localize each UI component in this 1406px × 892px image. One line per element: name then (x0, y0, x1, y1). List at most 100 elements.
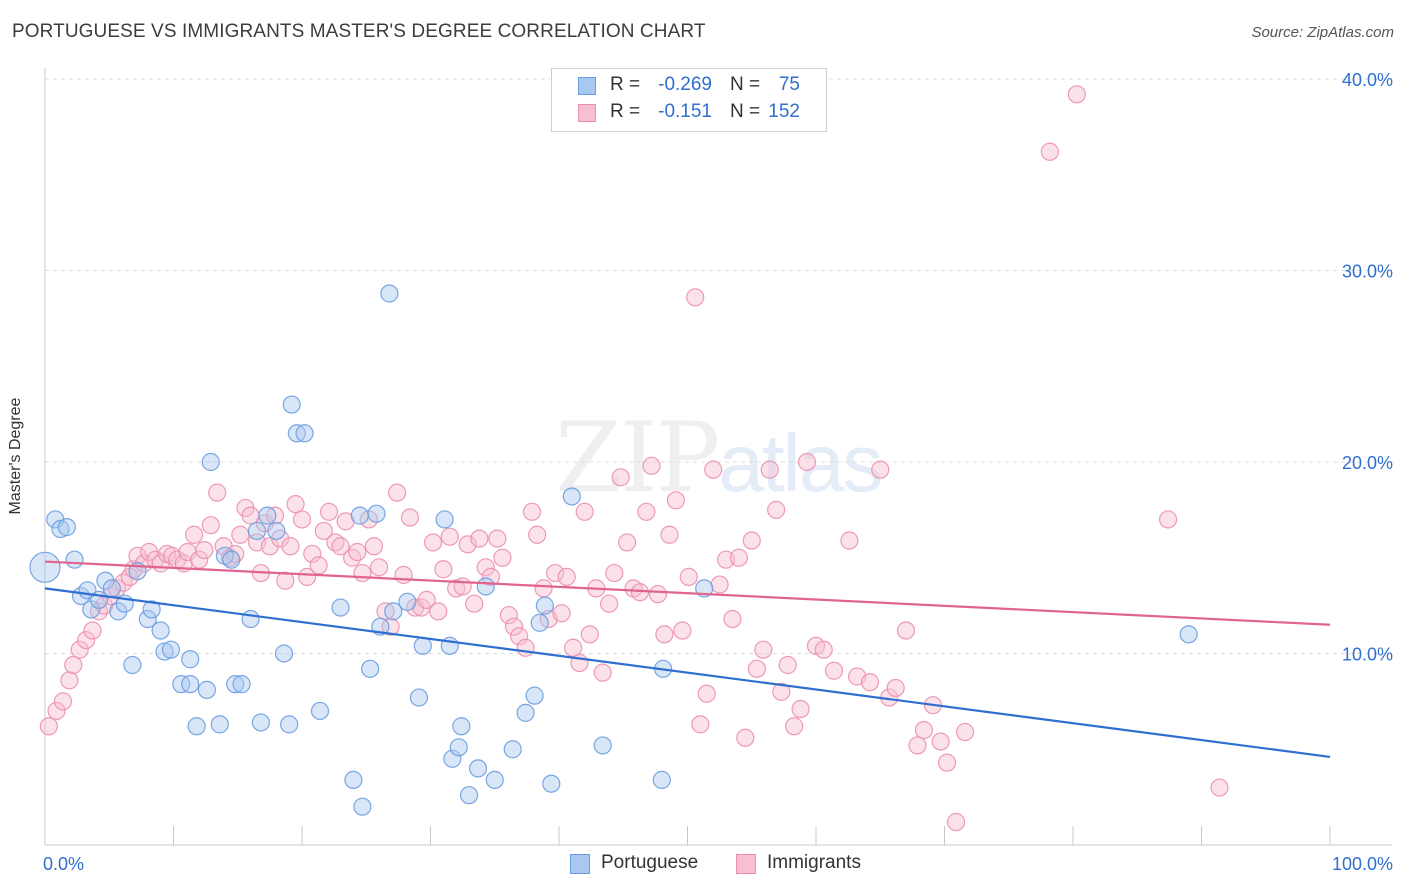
portuguese-point (57, 518, 76, 537)
portuguese-point (695, 579, 714, 598)
immigrants-point (440, 527, 459, 546)
portuguese-point (29, 551, 61, 583)
immigrants-point (871, 460, 890, 479)
immigrants-point (434, 560, 453, 579)
series-legend: Portuguese Immigrants (0, 852, 1406, 878)
immigrants-point (381, 617, 400, 636)
immigrants-legend-label: Immigrants (767, 852, 861, 873)
immigrants-point (1040, 142, 1059, 161)
immigrants-point (791, 699, 810, 719)
immigrants-point (754, 640, 773, 659)
portuguese-trend-line (44, 587, 1331, 759)
immigrants-point (488, 529, 507, 548)
portuguese-point (1179, 625, 1198, 644)
immigrants-point (476, 558, 495, 577)
portuguese-point (535, 596, 554, 615)
immigrants-point (303, 544, 322, 564)
portuguese-point (525, 686, 544, 705)
immigrants-point (704, 460, 723, 479)
immigrants-point (840, 531, 859, 550)
immigrants-point (394, 565, 413, 585)
portuguese-point (361, 659, 380, 678)
immigrants-point (286, 495, 305, 514)
immigrants-point (70, 640, 89, 659)
immigrants-point (201, 516, 220, 535)
immigrants-point (499, 606, 518, 625)
immigrants-point (767, 500, 786, 519)
immigrants-point (423, 533, 443, 552)
portuguese-point (187, 717, 206, 736)
immigrants-point (896, 621, 916, 640)
immigrants-point (593, 663, 612, 682)
portuguese-point (652, 770, 671, 789)
immigrants-point (387, 483, 407, 502)
immigrants-point (39, 717, 58, 736)
portuguese-point (282, 395, 301, 414)
immigrants-point (516, 638, 535, 657)
portuguese-point (287, 424, 306, 443)
immigrants-n-value: 152 (768, 101, 800, 122)
immigrants-point (886, 678, 905, 698)
portuguese-point (138, 609, 157, 629)
immigrants-point (429, 602, 448, 621)
immigrants-point (281, 537, 300, 556)
immigrants-point (298, 567, 317, 587)
portuguese-point (409, 688, 429, 707)
portuguese-point (155, 642, 174, 661)
immigrants-point (785, 717, 804, 736)
portuguese-point (503, 740, 522, 759)
immigrants-point (772, 682, 791, 701)
portuguese-point (151, 621, 170, 640)
immigrants-point (528, 525, 547, 544)
immigrants-point (580, 625, 599, 644)
portuguese-point (476, 577, 495, 596)
portuguese-point (443, 749, 462, 768)
immigrants-point (552, 604, 571, 623)
gridlines (45, 78, 1392, 654)
y-tick-label: 10.0% (1342, 645, 1393, 665)
immigrants-point (314, 521, 333, 541)
watermark: ZIPatlas (555, 402, 883, 514)
immigrants-point (276, 571, 295, 590)
immigrants-point (522, 502, 542, 521)
legend-row-portuguese: R = -0.269 N = 75 (552, 74, 826, 100)
portuguese-point (449, 738, 468, 757)
immigrants-point (493, 548, 512, 567)
immigrants-point (673, 621, 692, 640)
portuguese-point (344, 770, 363, 789)
portuguese-point (280, 715, 299, 734)
immigrants-point (557, 567, 576, 587)
x-tick-label-max: 100.0% (1332, 854, 1393, 874)
immigrants-point (605, 563, 624, 583)
immigrants-point (729, 548, 749, 567)
immigrants-point (309, 556, 328, 575)
immigrants-point (686, 288, 705, 307)
immigrants-point (208, 483, 227, 502)
immigrants-point (364, 537, 384, 556)
portuguese-n-value: 75 (778, 74, 800, 95)
immigrants-point (265, 506, 285, 525)
immigrants-point (231, 525, 250, 544)
immigrants-point (931, 732, 950, 751)
immigrants-point (331, 537, 350, 556)
portuguese-point (161, 640, 181, 659)
trend-lines (44, 560, 1331, 759)
immigrants-point (955, 722, 975, 742)
portuguese-point (197, 680, 217, 699)
immigrants-point (417, 590, 436, 609)
immigrants-point (53, 692, 73, 711)
immigrants-point (195, 540, 214, 560)
portuguese-point (485, 770, 504, 789)
portuguese-point (142, 600, 161, 619)
immigrants-legend-swatch (736, 854, 756, 874)
portuguese-point (102, 579, 121, 598)
portuguese-point (516, 703, 535, 722)
portuguese-point (222, 550, 241, 569)
immigrants-point (184, 525, 204, 544)
immigrants-point (77, 630, 96, 650)
immigrants-point (723, 609, 742, 629)
portuguese-point (542, 774, 561, 793)
immigrants-point (481, 567, 500, 587)
portuguese-point (232, 675, 251, 694)
